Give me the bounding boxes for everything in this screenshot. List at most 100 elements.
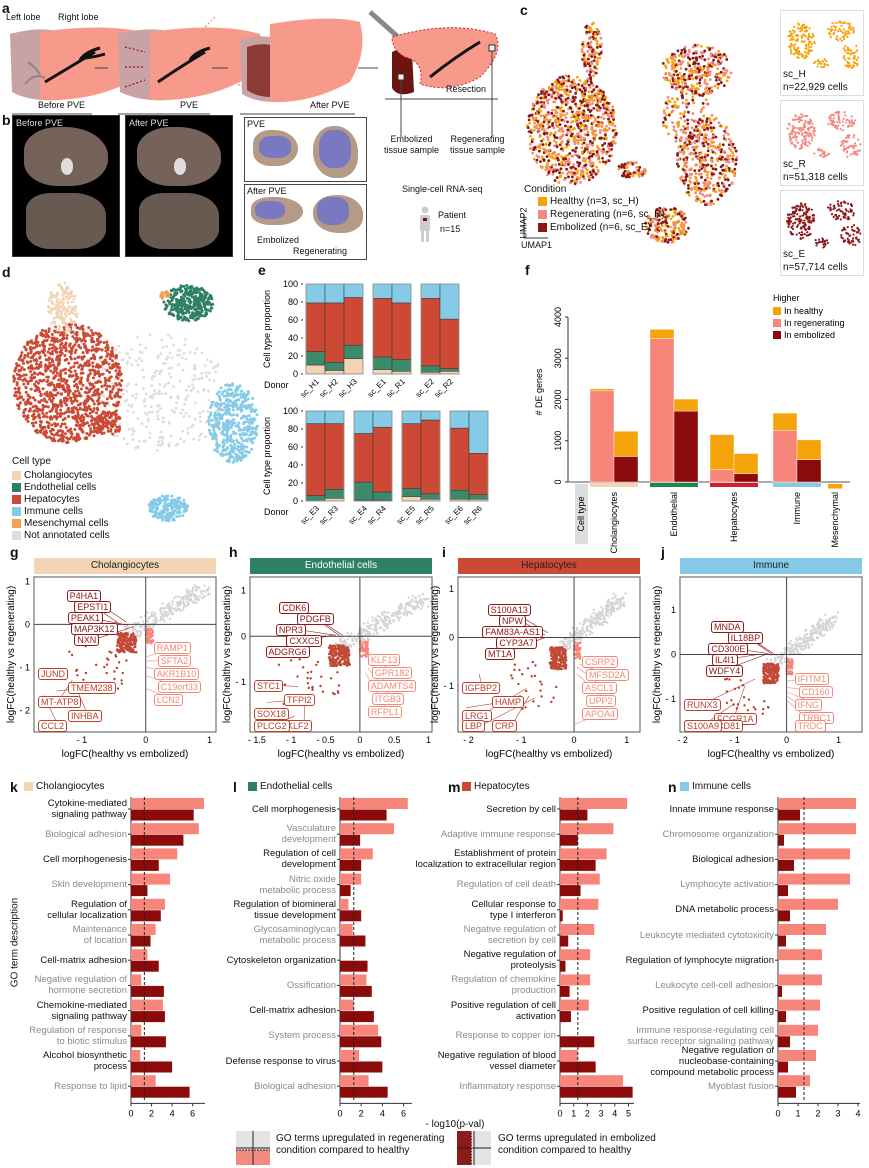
embolized-sample-label: Embolized tissue sample xyxy=(384,134,440,155)
f-ytick: 0 xyxy=(553,479,563,484)
go-xtick: 4 xyxy=(612,1108,617,1118)
umap-inset-sc_H: sc_H n=22,929 cells xyxy=(780,10,864,96)
scatter-xtick: - 1 xyxy=(516,735,527,745)
f-celltype-strip xyxy=(710,483,758,487)
legend-label: Endothelial cells xyxy=(24,482,97,493)
panel-a-schematic xyxy=(10,10,499,137)
scatter-ytick: 0 xyxy=(25,619,30,629)
e-bar-segment xyxy=(372,369,393,375)
go-bar-regenerating xyxy=(131,924,156,935)
go-term-label: Glycosaminoglycan metabolic process xyxy=(253,924,336,946)
go-term-label: Myoblast fusion xyxy=(707,1080,774,1092)
inset-cluster xyxy=(813,147,830,159)
inset-sample-name: sc_E xyxy=(783,249,806,260)
go-xtick: 3 xyxy=(835,1108,840,1118)
go-bar-embolized xyxy=(340,1086,388,1098)
e-donor-label: sc_R1 xyxy=(385,377,408,400)
e-bar-segment xyxy=(420,410,441,421)
gene-label: IL4I1 xyxy=(712,653,739,666)
go-barplot-n: 0 1 2 3 4 xyxy=(775,797,861,1118)
go-bar-embolized xyxy=(778,859,794,871)
go-xtick: 1 xyxy=(571,1108,576,1118)
f-bar-healthy xyxy=(772,412,798,431)
e-bar-segment xyxy=(324,362,345,371)
go-term-label: Negative regulation of proteolysis xyxy=(463,949,556,972)
go-bar-embolized xyxy=(340,985,372,997)
celltype-legend-item: Endothelial cells xyxy=(12,482,96,493)
go-bar-regenerating xyxy=(340,1050,360,1061)
gene-label: MT1A xyxy=(485,647,516,660)
go-term-label: Cytokine-mediated signaling pathway xyxy=(47,798,127,820)
e-ytick: 0 xyxy=(293,369,298,379)
go-term-label: Ossification xyxy=(286,979,336,991)
scatter-embolized-up-points xyxy=(68,631,138,691)
e-bar-segment xyxy=(401,423,422,489)
inset-cluster xyxy=(840,224,862,247)
go-term-label: Chemokine-mediated signaling pathway xyxy=(36,999,127,1022)
e-bar-segment xyxy=(372,426,393,493)
go-term-label: Maintenance of location xyxy=(72,924,127,946)
go-xtick: 5 xyxy=(626,1108,631,1118)
gene-label: LBP xyxy=(462,720,486,732)
go-bar-regenerating xyxy=(340,974,367,986)
scatter-xtick: - 1 xyxy=(77,735,88,745)
go-term-label: Leukocyte mediated cytotoxicity xyxy=(639,929,774,941)
liver-after-pve xyxy=(240,18,363,103)
e-group-frame xyxy=(353,410,393,502)
go-bar-regenerating xyxy=(131,1075,156,1087)
go-term-label: Skin development xyxy=(51,879,127,891)
f-category-label: Mesenchymal xyxy=(830,492,840,548)
e-ylabel: Cell type proportion xyxy=(262,417,272,495)
gene-label: TRDC xyxy=(794,720,826,732)
inset-sample-name: sc_R xyxy=(783,159,806,170)
go-term-label: Immune response-regulating cell surface … xyxy=(627,1024,774,1047)
legend-emb-text: GO terms upregulated in embolized condit… xyxy=(498,1133,656,1156)
f-bar-regenerating xyxy=(649,338,675,483)
legend-swatch xyxy=(12,518,21,528)
f-bar-healthy xyxy=(589,388,615,392)
f-bar-embolized xyxy=(613,456,639,483)
go-barplot-k: 0 2 4 6 xyxy=(128,797,205,1118)
e-bar-segment xyxy=(391,302,412,360)
go-term-label: Negative regulation of secretion by cell xyxy=(463,924,556,946)
go-term-label: Positive regulation of cell activation xyxy=(450,999,556,1022)
go-bar-regenerating xyxy=(778,1024,818,1036)
inset-cluster xyxy=(839,133,862,158)
f-ytick: 2000 xyxy=(553,389,563,409)
legend-label: Hepatocytes xyxy=(24,494,80,505)
go-bar-regenerating xyxy=(340,924,353,935)
go-bar-embolized xyxy=(560,1011,571,1023)
left-lobe-label: Left lobe xyxy=(6,12,41,22)
go-xtick: 4 xyxy=(380,1108,385,1118)
scatter-ytick: 1 xyxy=(449,584,454,594)
inset-cluster xyxy=(842,44,860,70)
go-term-label: Vasculature development xyxy=(281,823,336,846)
gene-label: KLF13 xyxy=(367,654,401,667)
legend-label: Not annotated cells xyxy=(24,530,110,541)
legend-swatch xyxy=(12,530,21,540)
inset-cell-count: n=22,929 cells xyxy=(783,82,848,93)
gene-label: RAMP1 xyxy=(153,642,191,655)
e-ytick: 80 xyxy=(288,424,298,434)
step-resection: Resection xyxy=(446,84,487,94)
step-before-pve: Before PVE xyxy=(38,100,86,110)
go-term-label: Cell morphogenesis xyxy=(252,803,336,815)
e-group-frame xyxy=(372,283,412,375)
e-bar-segment xyxy=(305,410,326,424)
go-bar-regenerating xyxy=(560,898,599,910)
go-bar-regenerating xyxy=(131,1024,142,1036)
gene-label: MT-ATP8 xyxy=(38,696,82,709)
condition-legend-item: Embolized (n=6, sc_E) xyxy=(538,222,651,233)
e-bar-segment xyxy=(372,410,393,428)
go-bar-embolized xyxy=(340,910,362,922)
gene-label: MFSD2A xyxy=(586,668,629,681)
go-xlabel: - log10(p-val) xyxy=(425,1119,485,1130)
e-xlabel: Donor xyxy=(264,380,289,390)
panel-label-n: n xyxy=(668,779,677,795)
gene-label: CD160 xyxy=(798,685,833,698)
f-legend-swatch xyxy=(773,319,781,327)
umap-inset-sc_E: sc_E n=57,714 cells xyxy=(780,190,864,276)
e-group-frame xyxy=(305,410,345,502)
e-bar-segment xyxy=(401,496,422,502)
go-term-label: Regulation of biomineral tissue developm… xyxy=(233,898,336,921)
